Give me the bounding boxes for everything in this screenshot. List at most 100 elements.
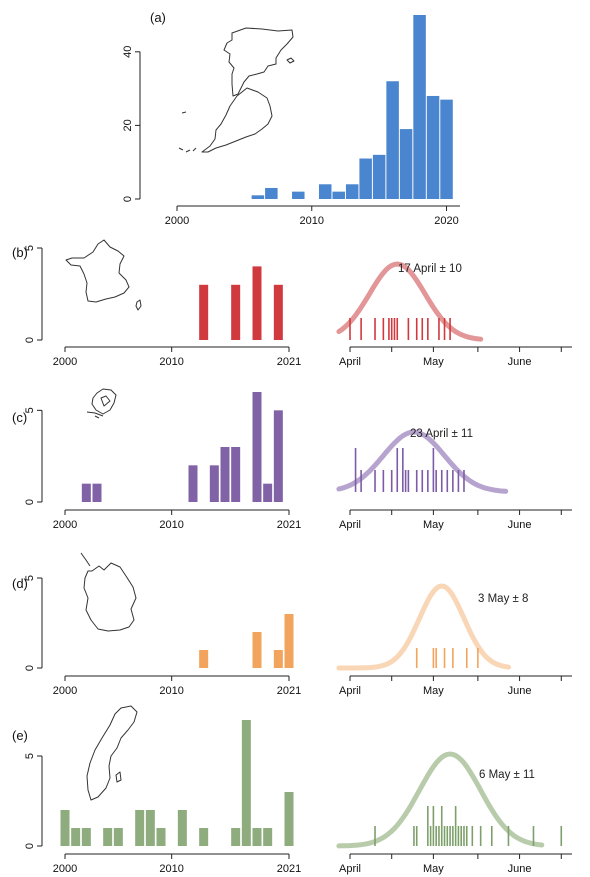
panel-d: (d) 2000 2010 2021 0 5 [12, 575, 301, 697]
chart-panels: (a) 2000 2010 2020 0 20 40 (b) 2000 2010 2021 0 5 Apr… [12, 10, 572, 875]
bar [231, 828, 241, 846]
bar [231, 447, 241, 502]
x-tick-label: 2010 [159, 519, 183, 531]
x-tick-label: 2020 [434, 215, 458, 227]
bar [284, 792, 294, 846]
x-tick-label: 2021 [277, 356, 301, 368]
bar [199, 284, 209, 340]
bar [188, 465, 198, 502]
panel-label: (e) [12, 728, 28, 743]
bar [199, 828, 209, 846]
mean-date-label: 6 May ± 11 [479, 769, 535, 781]
x-tick-label: 2000 [53, 685, 77, 697]
bar [386, 81, 399, 199]
bar [241, 720, 251, 846]
bar [177, 810, 187, 846]
month-tick-label: June [508, 863, 532, 875]
month-tick-label: April [339, 356, 361, 368]
mean-date-label: 17 April ± 10 [398, 263, 462, 275]
month-tick-label: April [339, 863, 361, 875]
phenology-d: April May June 3 May ± 8 [336, 583, 572, 697]
y-tick-label: 5 [24, 575, 36, 581]
bar [413, 15, 426, 199]
month-tick-label: June [508, 685, 532, 697]
bar [145, 810, 155, 846]
bar [251, 195, 265, 199]
x-tick-label: 2021 [277, 519, 301, 531]
y-tick-label: 5 [24, 245, 36, 251]
bar [273, 410, 283, 502]
bar [252, 828, 262, 846]
panel-c: (c) 2000 2010 2021 0 5 [12, 392, 301, 531]
bar [273, 284, 283, 340]
y-tick-label: 5 [24, 753, 36, 759]
bar [71, 828, 81, 846]
bar [265, 187, 278, 199]
bar [252, 632, 262, 668]
panel-e: (e) 2000 2010 2021 0 5 [12, 720, 301, 875]
germany-map-icon [80, 552, 137, 632]
phenology-e: April May June 6 May ± 11 [336, 751, 572, 875]
x-tick-label: 2021 [277, 685, 301, 697]
sweden-map-icon [86, 705, 138, 801]
x-tick-label: 2021 [277, 863, 301, 875]
bar [209, 465, 219, 502]
bar [231, 284, 241, 340]
y-tick-label: 0 [24, 843, 36, 849]
month-tick-label: May [423, 356, 444, 368]
panel-label: (c) [12, 410, 27, 425]
bar [284, 614, 294, 668]
month-tick-label: April [339, 685, 361, 697]
panel-a: (a) 2000 2010 2020 0 20 40 [122, 10, 460, 227]
y-tick-label: 40 [122, 46, 134, 58]
panel-label: (d) [12, 576, 28, 591]
netherlands-map-icon [86, 388, 117, 419]
x-tick-label: 2000 [53, 519, 77, 531]
france-map-icon [65, 239, 142, 311]
month-tick-label: May [423, 519, 444, 531]
bar [345, 184, 359, 199]
bar [263, 828, 273, 846]
bar [92, 483, 102, 502]
bar [135, 810, 145, 846]
bar [220, 447, 230, 502]
x-tick-label: 2010 [159, 863, 183, 875]
month-tick-label: May [423, 685, 444, 697]
month-tick-label: June [508, 356, 532, 368]
bar [263, 483, 273, 502]
iberia-map-icon [178, 27, 295, 153]
mean-date-label: 23 April ± 11 [410, 428, 473, 440]
bar [359, 158, 372, 199]
x-tick-label: 2010 [159, 356, 183, 368]
x-tick-label: 2010 [300, 215, 324, 227]
bar [252, 392, 262, 502]
month-tick-label: May [423, 863, 444, 875]
y-tick-label: 0 [122, 196, 134, 202]
bar [332, 191, 345, 199]
phenology-c: April May June 23 April ± 11 [336, 428, 572, 531]
bar [81, 828, 91, 846]
bar [252, 266, 262, 340]
phenology-b: April May June 17 April ± 10 [336, 261, 572, 368]
bar [440, 99, 453, 199]
month-tick-label: June [508, 519, 532, 531]
density-curve [336, 751, 545, 849]
bar [273, 650, 283, 668]
x-tick-label: 2000 [165, 215, 189, 227]
bar [292, 191, 305, 199]
density-curve [336, 429, 509, 494]
y-tick-label: 0 [24, 337, 36, 343]
bar [399, 129, 413, 199]
bar [426, 95, 440, 199]
mean-date-label: 3 May ± 8 [478, 593, 528, 605]
bar [156, 828, 166, 846]
panel-b: (b) 2000 2010 2021 0 5 [12, 245, 301, 368]
x-tick-label: 2000 [53, 356, 77, 368]
x-tick-label: 2010 [159, 685, 183, 697]
bar [113, 828, 123, 846]
panel-label: (b) [12, 245, 28, 260]
density-curve [336, 261, 484, 342]
bar [103, 828, 113, 846]
bar [199, 650, 209, 668]
